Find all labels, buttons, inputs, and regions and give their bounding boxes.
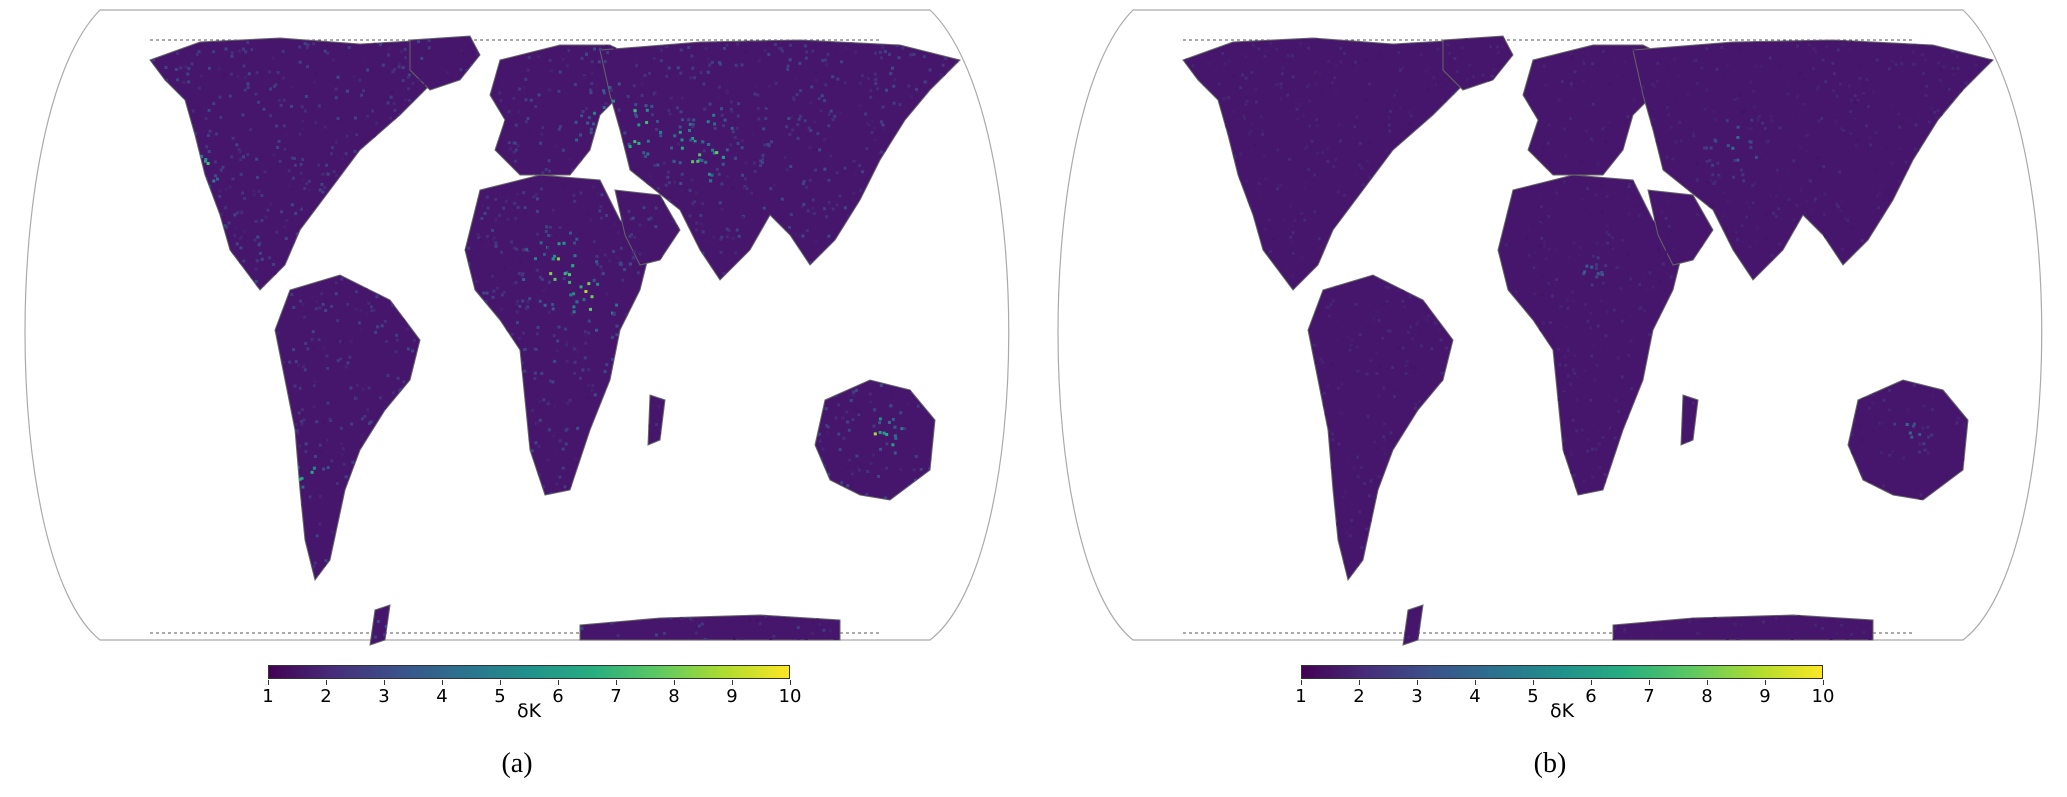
colorbar-tick xyxy=(1649,680,1650,685)
colorbar-tick-label: 2 xyxy=(1353,686,1365,707)
colorbar-tick xyxy=(1359,680,1360,685)
map-panel-b: 1 2 3 4 5 6 7 8 9 10 δK (b) xyxy=(1033,0,2067,797)
colorbar-tick xyxy=(326,680,327,685)
landmass-north-america xyxy=(149,37,472,291)
colorbar-tick-label: 1 xyxy=(262,686,274,707)
colorbar-tick xyxy=(500,680,501,685)
colorbar-tick-label: 6 xyxy=(552,686,564,707)
colorbar-tick-label: 3 xyxy=(1411,686,1423,707)
colorbar-tick xyxy=(1417,680,1418,685)
colorbar-tick-label: 7 xyxy=(1643,686,1655,707)
colorbar-tick-label: 5 xyxy=(1527,686,1539,707)
colorbar-tick-label: 8 xyxy=(1701,686,1713,707)
colorbar-tick-label: 2 xyxy=(320,686,332,707)
colorbar-tick xyxy=(558,680,559,685)
colorbar-tick-label: 10 xyxy=(778,686,802,707)
map-panel-a: 1 2 3 4 5 6 7 8 9 10 δK (a) xyxy=(24,9,1010,779)
colorbar-tick-label: 9 xyxy=(726,686,738,707)
colorbar-tick-label: 8 xyxy=(668,686,680,707)
colorbar-tick-label: 7 xyxy=(610,686,622,707)
panel-caption-b: (b) xyxy=(1533,748,1567,779)
colorbar-tick xyxy=(732,680,733,685)
colorbar-tick xyxy=(790,680,791,685)
colorbar-label-b: δK xyxy=(1549,700,1575,722)
colorbar-tick xyxy=(442,680,443,685)
colorbar-a xyxy=(268,665,790,679)
landmass-asia xyxy=(1632,39,1994,281)
landmass-arabia xyxy=(614,189,681,266)
landmass-asia xyxy=(599,39,961,281)
colorbar-tick xyxy=(1475,680,1476,685)
landmass-arabia xyxy=(1647,189,1714,266)
landmass-antarctica xyxy=(579,614,841,641)
landmass-north-america xyxy=(1182,37,1505,291)
colorbar-label-a: δK xyxy=(516,700,542,722)
colorbar-tick-label: 4 xyxy=(1469,686,1481,707)
world-map-b xyxy=(1057,9,2043,646)
colorbar-tick-label: 10 xyxy=(1811,686,1835,707)
colorbar-tick xyxy=(674,680,675,685)
landmass-europe xyxy=(1522,44,1674,176)
world-map-a xyxy=(24,9,1010,646)
colorbar-b xyxy=(1301,665,1823,679)
colorbar-tick xyxy=(268,680,269,685)
colorbar-tick xyxy=(1533,680,1534,685)
colorbar-ticks-b: 1 2 3 4 5 6 7 8 9 10 xyxy=(1295,680,1834,710)
colorbar-tick xyxy=(384,680,385,685)
colorbar-tick xyxy=(1765,680,1766,685)
colorbar-tick-label: 9 xyxy=(1759,686,1771,707)
colorbar-ticks-a: 1 2 3 4 5 6 7 8 9 10 xyxy=(262,680,801,710)
colorbar-tick xyxy=(1823,680,1824,685)
colorbar-tick xyxy=(1707,680,1708,685)
colorbar-tick-label: 6 xyxy=(1585,686,1597,707)
colorbar-tick xyxy=(1591,680,1592,685)
colorbar-tick xyxy=(1301,680,1302,685)
colorbar-tick xyxy=(616,680,617,685)
landmass-madagascar xyxy=(1680,394,1699,446)
landmass-australia xyxy=(1847,379,1969,501)
colorbar-tick-label: 3 xyxy=(378,686,390,707)
panel-caption-a: (a) xyxy=(501,748,533,779)
colorbar-tick-label: 5 xyxy=(494,686,506,707)
colorbar-tick-label: 1 xyxy=(1295,686,1307,707)
colorbar-gradient-a xyxy=(268,665,790,679)
colorbar-gradient-b xyxy=(1301,665,1823,679)
colorbar-tick-label: 4 xyxy=(436,686,448,707)
landmass-greenland xyxy=(1442,35,1514,91)
